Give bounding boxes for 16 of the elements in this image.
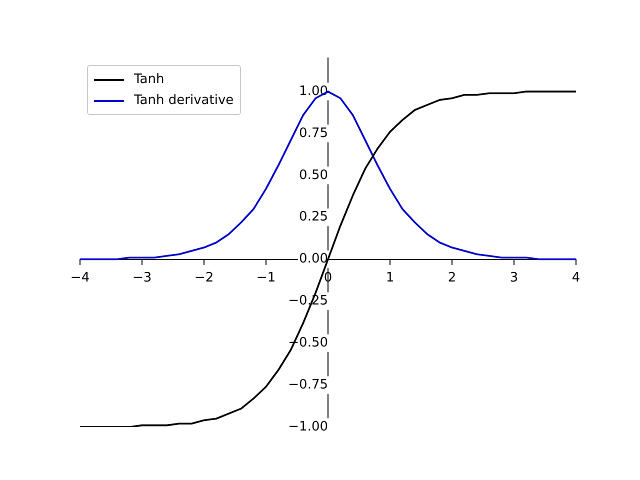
x-tick-label: −1: [256, 270, 276, 286]
x-tick-label: 2: [448, 270, 456, 286]
y-tick-label: 0.00: [299, 252, 328, 267]
x-tick-label: 3: [510, 270, 518, 286]
y-tick-label: −0.75: [288, 377, 328, 392]
legend-label: Tanh: [134, 72, 164, 87]
x-tick-label: 4: [572, 270, 580, 286]
x-tick-label: −3: [132, 270, 152, 286]
y-tick-label: −1.00: [288, 419, 328, 434]
y-tick-label: 0.75: [299, 126, 328, 141]
x-tick-label: −4: [70, 270, 90, 286]
y-tick-label: 0.25: [299, 210, 328, 225]
x-tick-label: −2: [194, 270, 214, 286]
legend-label: Tanh derivative: [134, 93, 234, 108]
y-tick-label: 0.50: [299, 168, 328, 183]
x-tick-label: 1: [386, 270, 394, 286]
